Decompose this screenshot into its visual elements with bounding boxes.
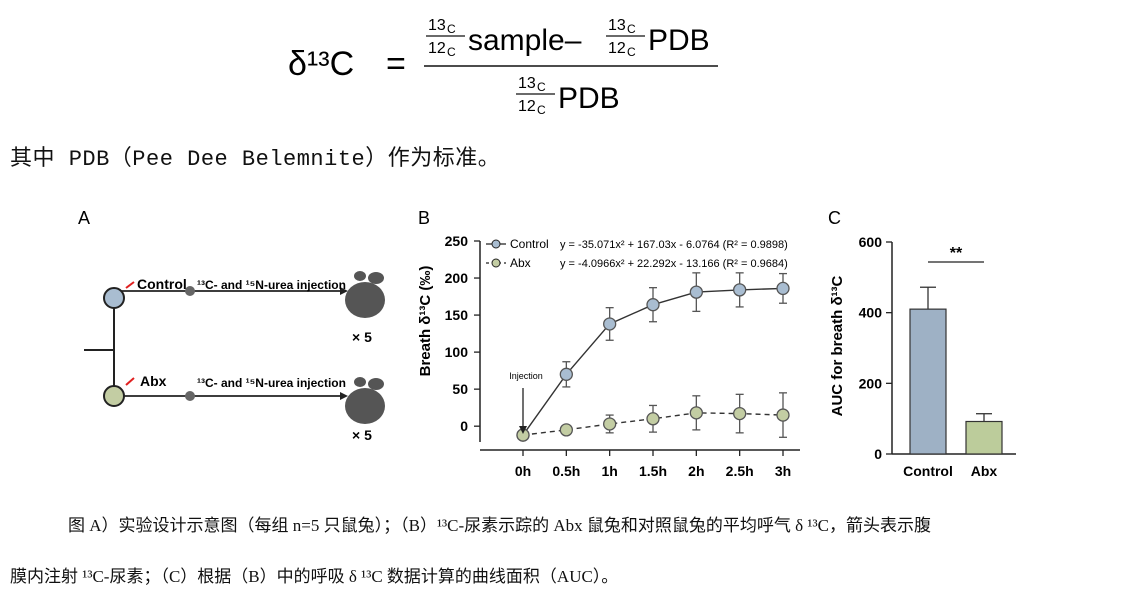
figure: A Control ¹³C- and ¹⁵N-urea injection × … — [0, 196, 1139, 496]
legend-control-marker — [491, 239, 501, 249]
num-ratio2-bottom-el: C — [627, 45, 636, 59]
abx-pika-icon — [345, 377, 385, 424]
num-ratio-bottom: 12 — [428, 40, 446, 57]
y-tick-label: 600 — [859, 234, 883, 250]
delta-13c-formula: δ¹³C = 13 C 12 C sample– 13 C 12 C PDB 1… — [0, 0, 1139, 122]
panel-a-label: A — [78, 208, 90, 228]
x-tick-label: 3h — [775, 463, 791, 479]
data-point-abx — [733, 406, 747, 421]
data-point-control — [689, 285, 703, 299]
y-tick-label: 50 — [452, 381, 468, 397]
panel-c-bars: Control Abx — [903, 286, 1003, 479]
legend-abx-equation: y = -4.0966x² + 22.292x - 13.166 (R² = 0… — [560, 258, 788, 270]
panel-c-label: C — [828, 208, 841, 228]
data-point-control — [559, 367, 573, 381]
x-tick-label: 0h — [515, 463, 531, 479]
x-tick-label: 2.5h — [726, 463, 754, 479]
abx-label: Abx — [140, 373, 167, 389]
control-node — [103, 287, 125, 309]
y-tick-label: 200 — [445, 270, 469, 286]
formula-lhs: δ¹³C — [288, 45, 354, 83]
data-point-abx — [559, 423, 573, 437]
figure-svg: A Control ¹³C- and ¹⁵N-urea injection × … — [78, 208, 1016, 479]
panel-b-label: B — [418, 208, 430, 228]
x-tick-label: Control — [903, 463, 953, 479]
formula-svg: δ¹³C = 13 C 12 C sample– 13 C 12 C PDB 1… — [288, 17, 718, 117]
y-tick-label: 200 — [859, 375, 883, 391]
legend-control-name: Control — [510, 237, 549, 251]
num-ratio2-top-el: C — [627, 22, 636, 36]
panel-a: A Control ¹³C- and ¹⁵N-urea injection × … — [78, 208, 385, 443]
abx-injection-dot — [185, 391, 195, 401]
panel-c-ylabel: AUC for breath δ¹³C — [829, 275, 846, 416]
control-count: × 5 — [352, 329, 372, 345]
panel-c-yticks: 0 200 400 600 — [859, 234, 892, 462]
y-tick-label: 250 — [445, 233, 469, 249]
control-injection-label: ¹³C- and ¹⁵N-urea injection — [197, 278, 346, 292]
abx-injection-label: ¹³C- and ¹⁵N-urea injection — [197, 376, 346, 390]
num-ratio-top: 13 — [428, 17, 446, 34]
control-arrowhead — [340, 287, 348, 295]
y-tick-label: 150 — [445, 307, 469, 323]
num-ratio2-bottom: 12 — [608, 40, 626, 57]
x-tick-label: 1.5h — [639, 463, 667, 479]
panel-b-xticks: 0h 0.5h 1h 1.5h 2h 2.5h 3h — [515, 450, 791, 479]
den-ratio-top: 13 — [518, 75, 536, 92]
figure-caption-line2: 膜内注射 ¹³C-尿素；（C）根据（B）中的呼吸 δ ¹³C 数据计算的曲线面积… — [10, 567, 619, 586]
figure-caption-line1: 图 A）实验设计示意图（每组 n=5 只鼠兔）；（B）¹³C-尿素示踪的 Abx… — [68, 516, 931, 535]
abx-node — [103, 385, 125, 407]
control-red-arrow — [125, 281, 135, 289]
legend-abx-name: Abx — [510, 256, 531, 270]
legend-control-equation: y = -35.071x² + 167.03x - 6.0764 (R² = 0… — [560, 239, 788, 251]
panel-b: B Breath δ¹³C (‰) 0 50 100 150 200 250 0h 0.5h… — [417, 208, 800, 479]
significance-label: ** — [950, 245, 963, 262]
num-ratio-top-el: C — [447, 22, 456, 36]
control-pika-icon — [345, 271, 385, 318]
data-point-control — [733, 283, 747, 297]
x-tick-label: 0.5h — [552, 463, 580, 479]
data-point-abx — [776, 408, 790, 422]
legend-abx-marker — [491, 258, 501, 268]
data-point-control — [646, 298, 660, 312]
num-ratio2-top: 13 — [608, 17, 626, 34]
formula-sample: sample– — [468, 24, 582, 57]
injection-annotation: Injection — [509, 371, 543, 381]
abx-red-arrow — [125, 377, 135, 386]
den-ratio-top-el: C — [537, 80, 546, 94]
den-ratio-bottom: 12 — [518, 98, 536, 115]
y-tick-label: 0 — [460, 418, 468, 434]
y-tick-label: 100 — [445, 344, 469, 360]
x-tick-label: 1h — [601, 463, 617, 479]
panel-b-yticks: 0 50 100 150 200 250 — [445, 233, 480, 434]
num-ratio-bottom-el: C — [447, 45, 456, 59]
y-tick-label: 400 — [859, 305, 883, 321]
bar-abx — [965, 420, 1003, 455]
bar-control — [909, 308, 947, 455]
data-point-abx — [603, 417, 617, 431]
abx-arrowhead — [340, 392, 348, 400]
data-point-abx — [646, 412, 660, 426]
data-point-control — [776, 281, 790, 296]
panel-b-series — [516, 272, 790, 442]
intro-text: 其中 PDB（Pee Dee Belemnite）作为标准。 — [10, 147, 501, 172]
data-point-abx — [689, 406, 703, 420]
control-injection-dot — [185, 286, 195, 296]
injection-arrowhead — [519, 426, 527, 434]
den-ratio-bottom-el: C — [537, 103, 546, 117]
panel-c: C AUC for breath δ¹³C 0 200 400 600 Control… — [828, 208, 1016, 479]
data-point-control — [603, 317, 617, 331]
formula-equals: = — [386, 45, 406, 83]
abx-count: × 5 — [352, 427, 372, 443]
x-tick-label: 2h — [688, 463, 704, 479]
control-label: Control — [137, 276, 187, 292]
formula-den-pdb: PDB — [558, 82, 620, 115]
x-tick-label: Abx — [971, 463, 998, 479]
formula-num-pdb: PDB — [648, 24, 710, 57]
y-tick-label: 0 — [874, 446, 882, 462]
panel-b-ylabel: Breath δ¹³C (‰) — [417, 266, 434, 377]
